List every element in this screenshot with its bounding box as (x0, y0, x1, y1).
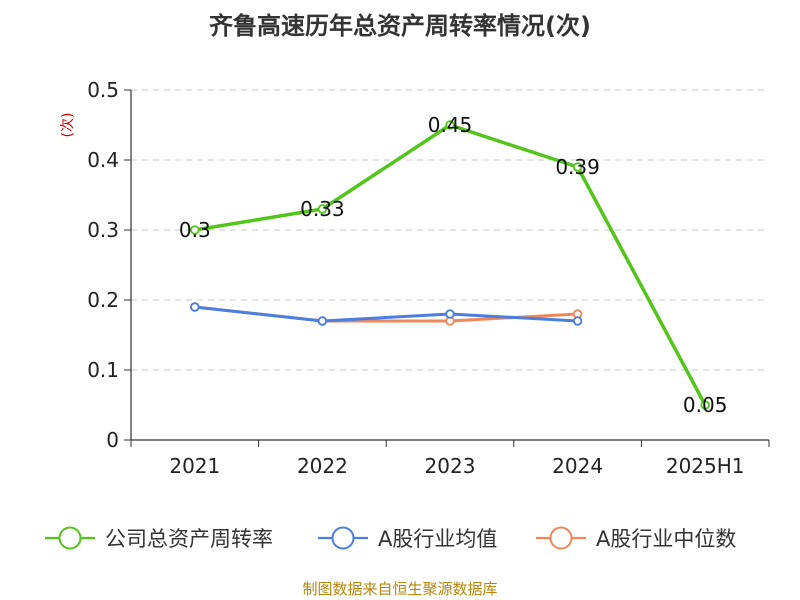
gridlines (131, 89, 769, 371)
data-point (317, 316, 328, 326)
x-tick-label: 2021 (169, 454, 220, 478)
y-tick-label: 0.5 (87, 78, 119, 102)
x-tick-label: 2024 (552, 454, 603, 478)
data-point (190, 225, 200, 235)
y-tick-label: 0.1 (87, 358, 119, 382)
data-label: 0.33 (300, 197, 345, 221)
x-tick-label: 2022 (297, 454, 348, 478)
legend-label: A股行业中位数 (596, 527, 736, 551)
y-tick-label: 0.2 (87, 288, 119, 312)
legend-marker (549, 526, 573, 550)
data-point (317, 204, 328, 214)
axes (124, 89, 770, 447)
y-axis-label: (次) (60, 113, 76, 138)
data-point (572, 162, 583, 172)
data-labels: 0.3 0.33 0.45 0.39 0.05 (179, 113, 728, 417)
data-label: 0.05 (683, 393, 728, 417)
data-point (700, 400, 710, 410)
x-tick-label: 2023 (425, 454, 476, 478)
chart-title: 齐鲁高速历年总资产周转率情况(次) (209, 12, 591, 40)
y-tick-label: 0.4 (87, 148, 119, 172)
data-point (445, 120, 455, 130)
legend-marker (331, 526, 355, 550)
legend: 公司总资产周转率 A股行业均值 A股行业中位数 (45, 526, 736, 551)
y-tick-labels: 0 0.1 0.2 0.3 0.4 0.5 (87, 78, 119, 452)
x-tick-label: 2025H1 (666, 454, 745, 478)
data-label: 0.39 (555, 155, 600, 179)
data-label: 0.3 (179, 218, 211, 242)
series-line-0 (194, 123, 707, 406)
data-point (572, 316, 583, 326)
source-note: 制图数据来自恒生聚源数据库 (302, 580, 497, 598)
legend-label: 公司总资产周转率 (105, 527, 273, 551)
series-line-1 (194, 305, 578, 323)
data-point (445, 309, 455, 319)
data-point (190, 302, 200, 312)
series-group (190, 120, 710, 410)
legend-label: A股行业均值 (378, 527, 497, 551)
x-tick-labels: 2021 2022 2023 2024 2025H1 (169, 454, 744, 478)
legend-marker (58, 526, 82, 550)
data-label: 0.45 (428, 113, 473, 137)
y-tick-label: 0.3 (87, 218, 119, 242)
y-tick-label: 0 (106, 428, 119, 452)
